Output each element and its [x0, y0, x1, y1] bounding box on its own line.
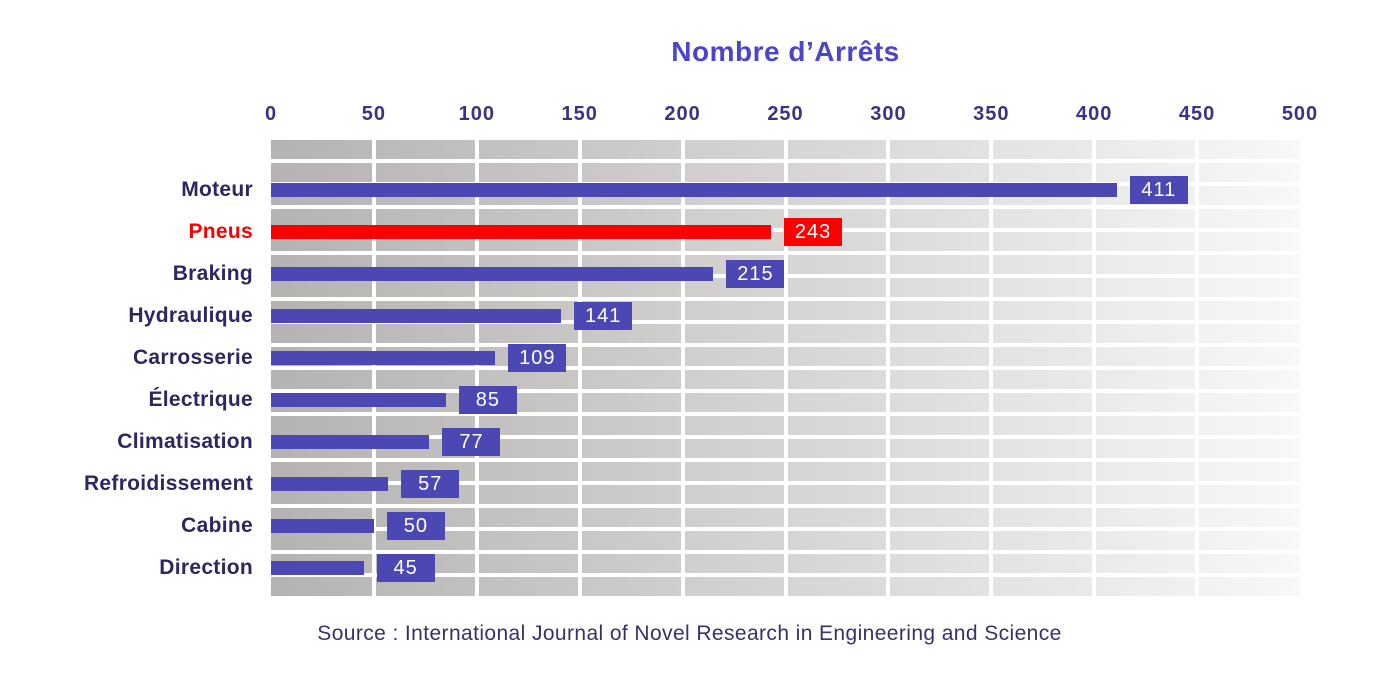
gridline-250: [783, 140, 788, 600]
value-label-braking: 215: [726, 260, 785, 288]
gridline-350: [989, 140, 994, 600]
value-label-pneus: 243: [784, 218, 843, 246]
bar-hydraulique: [271, 309, 562, 323]
gridline-450: [1195, 140, 1200, 600]
bar-moteur: [271, 183, 1117, 197]
bar-cabine: [271, 519, 374, 533]
x-tick-400: 400: [1076, 103, 1113, 125]
gridline-400: [1092, 140, 1097, 600]
gridline-300: [886, 140, 891, 600]
value-label-refroidissement: 57: [401, 470, 460, 498]
x-tick-0: 0: [264, 103, 278, 125]
bar-braking: [271, 267, 714, 281]
bar-refroidissement: [271, 477, 389, 491]
value-label-direction: 45: [376, 554, 435, 582]
category-label-carrosserie: Carrosserie: [132, 346, 253, 369]
x-tick-50: 50: [361, 103, 387, 125]
category-label-braking: Braking: [172, 262, 253, 285]
category-label-refroidissement: Refroidissement: [83, 472, 253, 495]
value-label-climatisation: 77: [442, 428, 501, 456]
value-label-hydraulique: 141: [574, 302, 633, 330]
x-tick-200: 200: [664, 103, 701, 125]
plot-area: 411 243 215 141 109 85 77 57 50 45: [271, 140, 1300, 600]
bar-pneus: [271, 225, 772, 239]
x-tick-300: 300: [870, 103, 907, 125]
gridline-100: [474, 140, 479, 600]
bar-carrosserie: [271, 351, 496, 365]
bar-direction: [271, 561, 364, 575]
category-axis: Moteur Pneus Braking Hydraulique Carrosserie…: [0, 140, 253, 600]
category-label-cabine: Cabine: [181, 514, 253, 537]
category-label-moteur: Moteur: [181, 178, 253, 201]
source-caption: Source : International Journal of Novel …: [317, 622, 1062, 645]
bar-climatisation: [271, 435, 430, 449]
x-tick-450: 450: [1178, 103, 1216, 125]
category-label-hydraulique: Hydraulique: [128, 304, 253, 327]
category-label-direction: Direction: [159, 556, 253, 579]
category-label-pneus: Pneus: [188, 220, 253, 243]
value-label-carrosserie: 109: [508, 344, 567, 372]
value-label-moteur: 411: [1129, 176, 1188, 204]
value-label-cabine: 50: [386, 512, 445, 540]
x-axis: 0 50 100 150 200 250 300 350 400 450 500: [265, 103, 1317, 133]
gridline-200: [680, 140, 685, 600]
gridline-150: [577, 140, 582, 600]
x-tick-100: 100: [458, 103, 495, 125]
x-tick-250: 250: [767, 103, 804, 125]
value-label-électrique: 85: [458, 386, 517, 414]
category-label-électrique: Électrique: [148, 388, 253, 411]
chart-title: Nombre d’Arrêts: [671, 36, 900, 67]
category-label-climatisation: Climatisation: [117, 430, 253, 453]
bar-électrique: [271, 393, 446, 407]
x-tick-500: 500: [1281, 103, 1319, 125]
x-tick-350: 350: [973, 103, 1010, 125]
gridline-50: [371, 140, 376, 600]
x-tick-150: 150: [561, 103, 598, 125]
